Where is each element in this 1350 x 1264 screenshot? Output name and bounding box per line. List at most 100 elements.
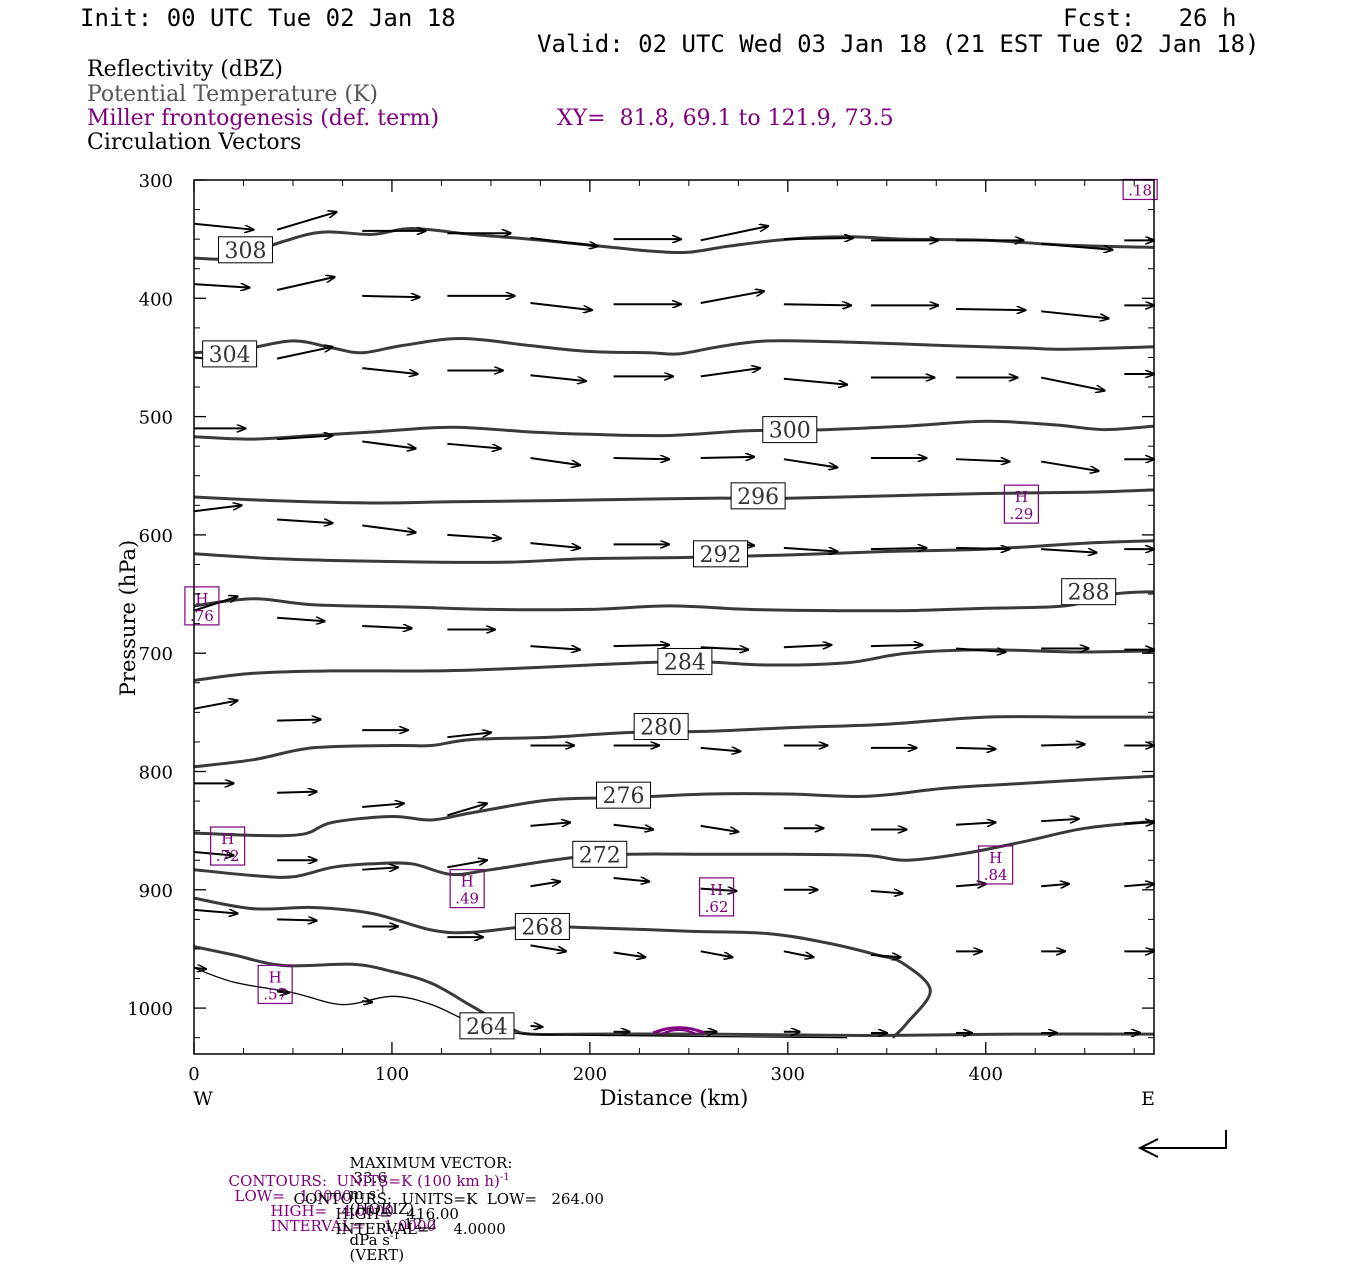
- theta-contour-label: 308: [224, 239, 266, 264]
- circulation-vector: [530, 646, 579, 650]
- circulation-vector: [447, 860, 487, 869]
- frontogenesis-max-letter: H: [1015, 488, 1028, 506]
- theta-label-box: [596, 781, 652, 809]
- circulation-vector: [277, 919, 317, 920]
- circulation-vector: [700, 824, 739, 832]
- circulation-vector: [193, 701, 238, 710]
- theta-contour-304: [193, 337, 1155, 356]
- circulation-vector: [362, 1001, 372, 1002]
- fronto-contour-units: CONTOURS: UNITS=K (100 km h): [228, 1172, 500, 1190]
- circulation-vector: [783, 645, 832, 647]
- circulation-vector: [1041, 242, 1112, 250]
- y-tick-label: 700: [139, 644, 173, 665]
- circulation-vector: [956, 459, 1009, 461]
- init-time: Init: 00 UTC Tue 02 Jan 18: [80, 4, 456, 32]
- y-tick-label: 600: [139, 526, 173, 547]
- x-end-east: E: [1141, 1088, 1155, 1110]
- circulation-vector: [362, 803, 404, 807]
- circulation-vector: [700, 368, 760, 378]
- theta-label-box: [572, 840, 628, 868]
- theta-contour-label: 264: [466, 1015, 508, 1040]
- circulation-vector: [700, 889, 737, 891]
- circulation-vector: [613, 878, 650, 882]
- frontogenesis-max-value: .29: [1009, 505, 1033, 523]
- frontogenesis-max-value: .84: [984, 866, 1008, 884]
- circulation-vector: [277, 618, 325, 622]
- frontogenesis-max-value: .49: [455, 890, 479, 908]
- circulation-vector: [277, 719, 321, 720]
- theta-contour-label: 272: [579, 843, 621, 868]
- x-tick-label: 100: [375, 1064, 409, 1085]
- theta-contour-label: 268: [521, 915, 563, 940]
- circulation-vector: [1041, 549, 1096, 553]
- frontogenesis-max-value: .57: [263, 985, 287, 1003]
- circulation-vector: [193, 596, 238, 612]
- theta-label-box: [693, 540, 749, 568]
- circulation-vector: [530, 1026, 542, 1027]
- y-tick-label: 400: [139, 289, 173, 310]
- circulation-vector: [783, 304, 851, 305]
- circulation-vector: [956, 822, 996, 824]
- x-axis-title: Distance (km): [600, 1086, 749, 1110]
- theta-contour-300: [193, 419, 1155, 441]
- circulation-vector: [1041, 744, 1085, 745]
- circulation-vector: [530, 882, 560, 888]
- theta-contour-label: 300: [769, 419, 811, 444]
- frontogenesis-max-box: [449, 869, 485, 909]
- forecast-hour: Fcst: 26 h: [1063, 4, 1237, 32]
- circulation-vector: [530, 457, 579, 465]
- theta-contour-288: [193, 590, 1155, 613]
- circulation-vector: [700, 647, 749, 649]
- theta-label-box: [657, 647, 713, 675]
- circulation-vector: [362, 626, 411, 628]
- theta-label-box: [514, 912, 570, 940]
- circulation-vector: [276, 347, 332, 360]
- theta-label-box: [202, 340, 258, 368]
- circulation-vector: [530, 542, 579, 548]
- frontogenesis-max-letter: H: [195, 590, 208, 608]
- theta-contour-272: [193, 819, 1155, 879]
- theta-contour-276: [193, 774, 1155, 838]
- legend-frontogenesis: Miller frontogenesis (def. term): [87, 106, 440, 131]
- circulation-vector: [362, 367, 417, 374]
- circulation-vector: [447, 803, 487, 817]
- circulation-vector: [956, 548, 1009, 549]
- circulation-vector: [447, 732, 491, 739]
- circulation-vector: [530, 302, 591, 310]
- circulation-vector: [956, 309, 1025, 310]
- legend-theta: Potential Temperature (K): [87, 82, 378, 107]
- frontogenesis-max-letter: H: [710, 881, 723, 899]
- circulation-vector: [956, 748, 996, 749]
- circulation-vector: [783, 238, 853, 239]
- frontogenesis-contour: [660, 1028, 698, 1036]
- circulation-vector: [1041, 884, 1069, 886]
- theta-label-box: [633, 713, 689, 741]
- theta-contour-label: 288: [1068, 581, 1110, 606]
- valid-time: Valid: 02 UTC Wed 03 Jan 18 (21 EST Tue …: [537, 30, 1260, 58]
- y-tick-label: 1000: [127, 999, 173, 1020]
- circulation-vector: [362, 867, 398, 869]
- frontogenesis-max-value: .62: [705, 898, 729, 916]
- circulation-vector: [783, 458, 837, 467]
- footer-contours-theta: CONTOURS: UNITS=K LOW= 264.00 HIGH= 416.…: [284, 1177, 604, 1237]
- circulation-vector: [1041, 819, 1079, 821]
- reference-vector-icon: [1137, 1130, 1227, 1158]
- theta-contour-280: [193, 715, 1154, 769]
- theta-label-box: [217, 236, 273, 264]
- y-tick-label: 500: [139, 408, 173, 429]
- max-vector-horiz-value: 33.6: [353, 1169, 387, 1187]
- circulation-vector: [783, 377, 847, 385]
- x-end-west: W: [193, 1088, 213, 1110]
- frontogenesis-max-value: .76: [190, 607, 214, 625]
- legend-reflectivity: Reflectivity (dBZ): [87, 57, 283, 82]
- x-tick-label: 200: [573, 1064, 607, 1085]
- circulation-vector: [870, 955, 901, 957]
- frontogenesis-max-letter: H: [221, 830, 234, 848]
- theta-contour-label: 276: [603, 784, 645, 809]
- horiz-units-exponent: -1: [376, 1185, 386, 1196]
- theta-contour-292: [193, 539, 1155, 564]
- frontogenesis-max-box: [698, 877, 735, 917]
- max-vector-label: MAXIMUM VECTOR:: [349, 1154, 513, 1172]
- theta-contour-308: [193, 227, 1155, 261]
